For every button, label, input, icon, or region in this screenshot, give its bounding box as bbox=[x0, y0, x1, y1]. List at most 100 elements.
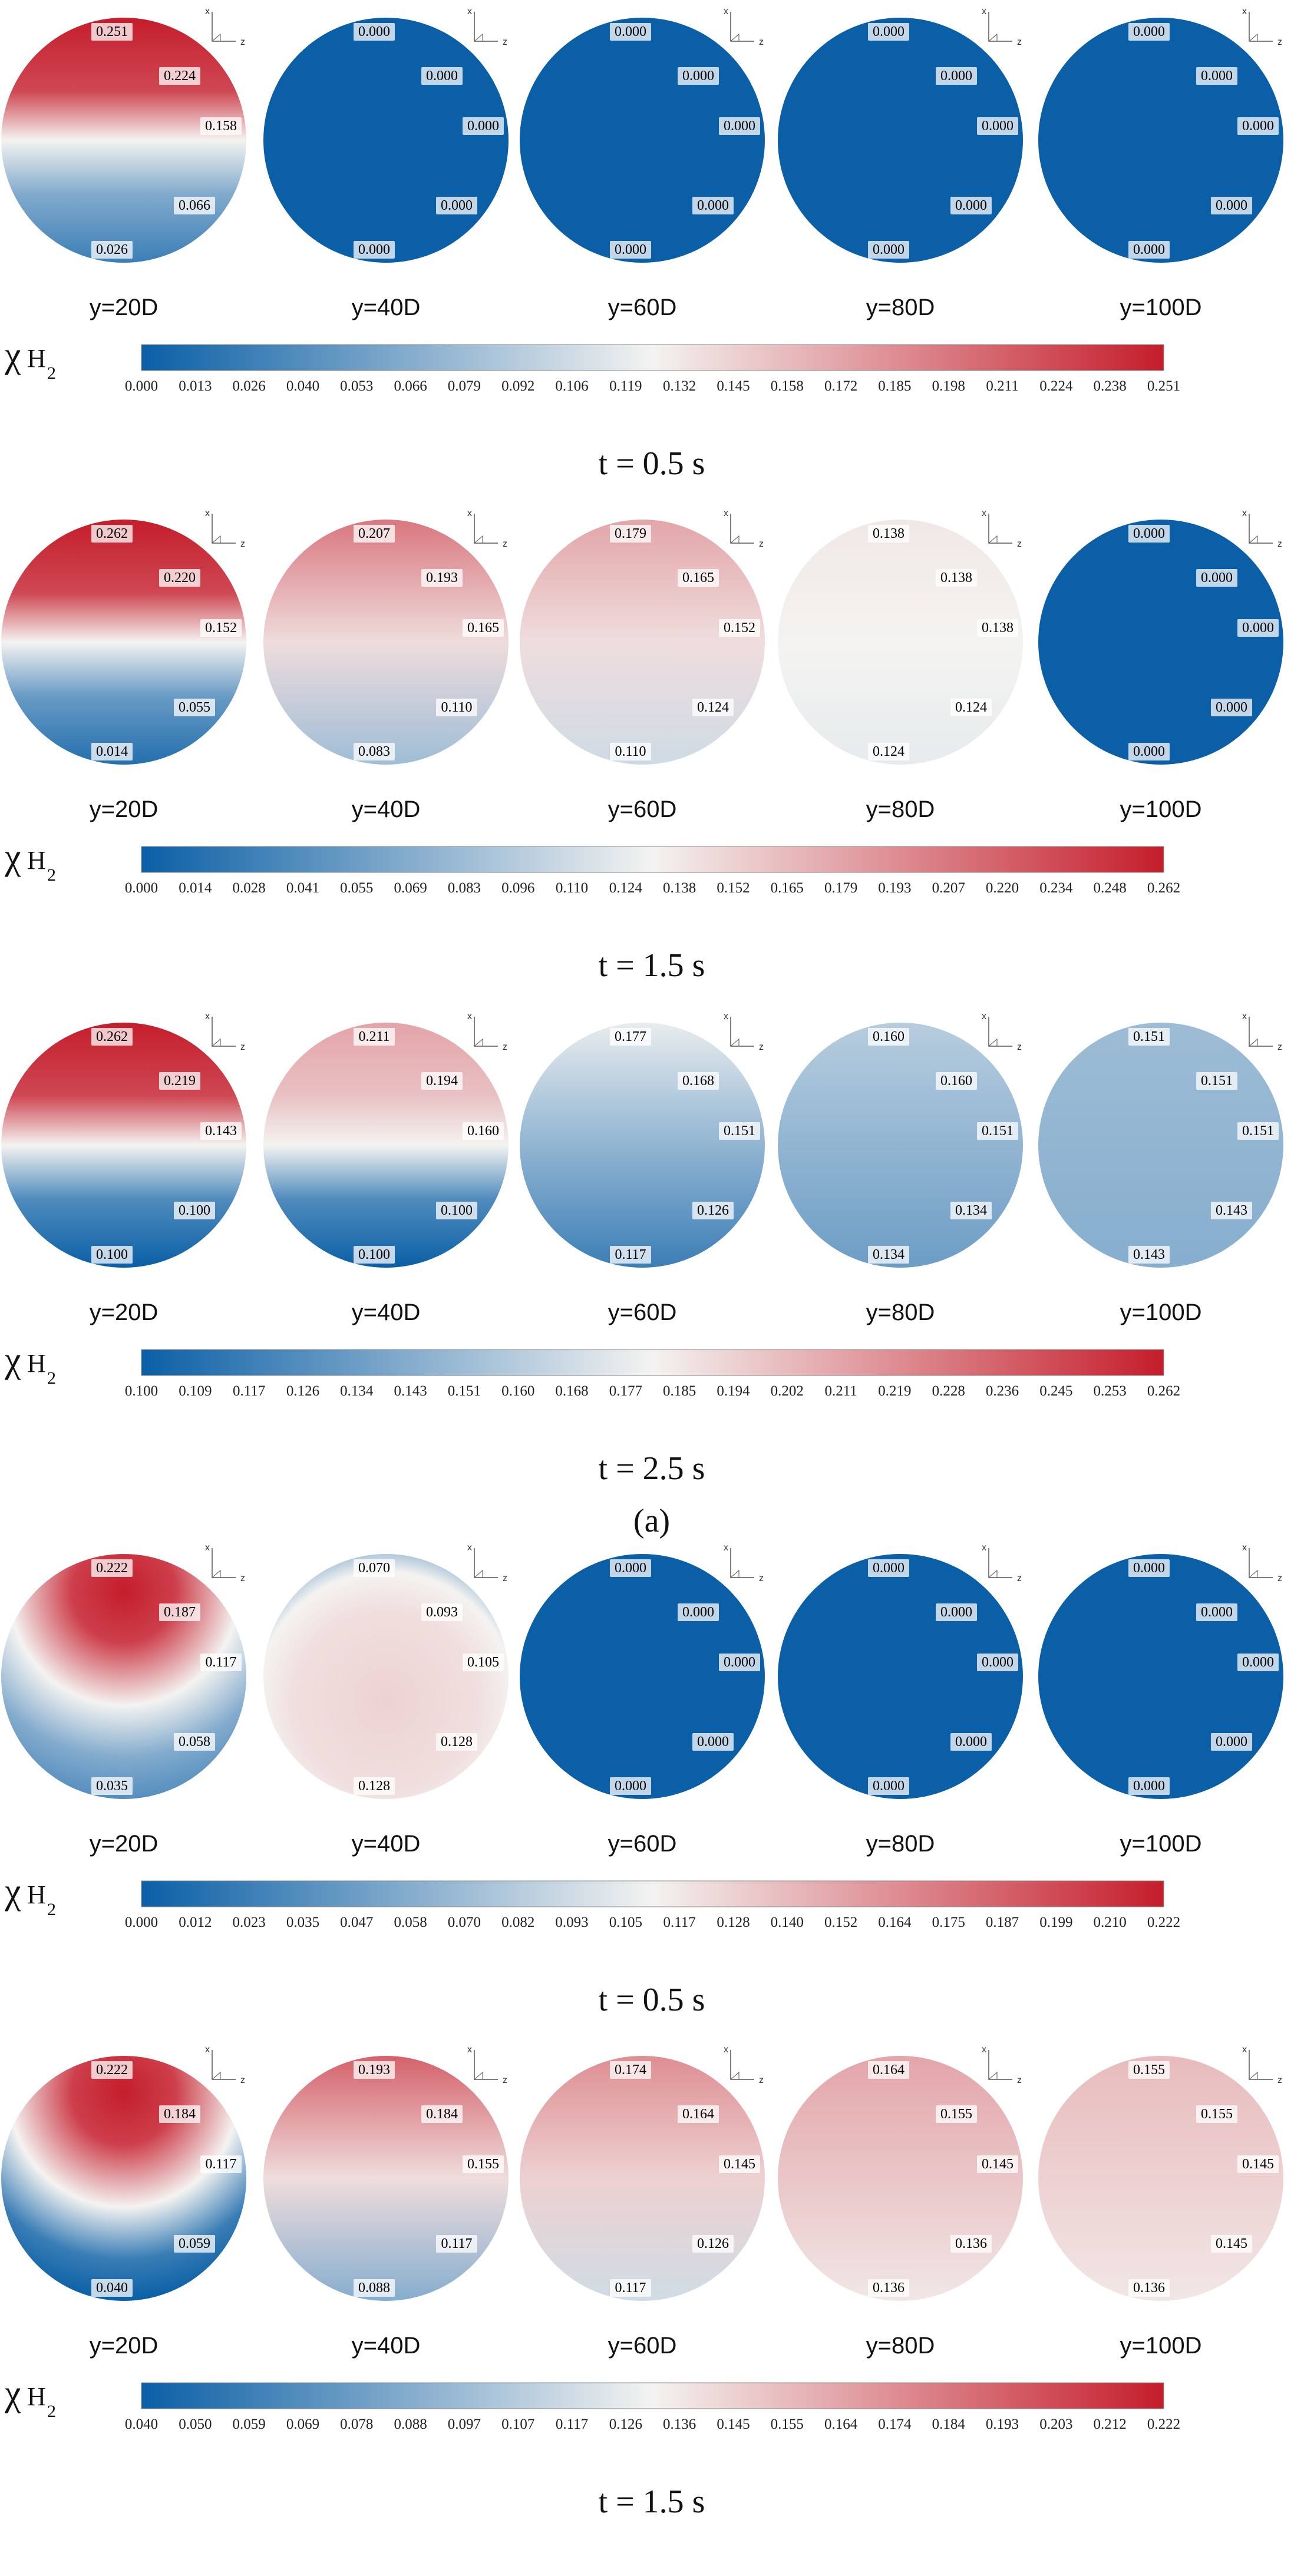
position-label: y=40D bbox=[352, 295, 421, 320]
colorbar-tick-label: 0.185 bbox=[663, 1383, 696, 1399]
svg-text:x: x bbox=[982, 2045, 986, 2055]
svg-text:x: x bbox=[982, 1011, 986, 1021]
contour-value-label: 0.000 bbox=[1242, 620, 1274, 636]
contour-value-label: 0.222 bbox=[96, 1560, 128, 1576]
contour-value-label: 0.000 bbox=[1133, 242, 1165, 257]
contour-value-label: 0.100 bbox=[358, 1247, 390, 1262]
contour-value-label: 0.000 bbox=[982, 118, 1014, 134]
disc-shape bbox=[520, 1554, 765, 1799]
colorbar-tick-label: 0.066 bbox=[394, 378, 427, 394]
contour-value-label: 0.070 bbox=[358, 1560, 390, 1576]
panels-group: 0.2510.2240.1580.0660.026xzy=20D0.0000.0… bbox=[1, 6, 1283, 2520]
colorbar-tick-label: 0.175 bbox=[932, 1914, 965, 1930]
subfigure-caption: (a) bbox=[633, 1503, 670, 1539]
colorbar-tick-label: 0.000 bbox=[125, 880, 158, 896]
axis-triad-icon: xz bbox=[205, 1543, 245, 1583]
svg-text:x: x bbox=[982, 6, 986, 16]
contour-value-label: 0.145 bbox=[1242, 2157, 1274, 2172]
axis-triad-icon: xz bbox=[1242, 2045, 1282, 2085]
colorbar-symbol: χ H2 bbox=[4, 1871, 56, 1919]
colorbar-tick-label: 0.092 bbox=[501, 378, 534, 394]
colorbar-tick-label: 0.050 bbox=[179, 2416, 212, 2432]
contour-value-label: 0.000 bbox=[615, 1560, 646, 1576]
svg-text:z: z bbox=[240, 539, 245, 549]
disc-shape bbox=[263, 1023, 509, 1268]
colorbar-tick-label: 0.110 bbox=[556, 880, 588, 896]
svg-text:x: x bbox=[724, 508, 728, 518]
contour-value-label: 0.143 bbox=[1216, 1203, 1247, 1218]
svg-text:z: z bbox=[1277, 539, 1282, 549]
panel-3: 0.2620.2190.1430.1000.100xzy=20D0.2110.1… bbox=[1, 1011, 1283, 1487]
colorbar-tick-label: 0.193 bbox=[986, 2416, 1019, 2432]
contour-value-label: 0.194 bbox=[426, 1073, 458, 1089]
contour-value-label: 0.000 bbox=[873, 24, 904, 39]
svg-text:χ: χ bbox=[4, 1340, 21, 1380]
svg-text:z: z bbox=[240, 1573, 245, 1583]
colorbar-tick-label: 0.185 bbox=[878, 378, 911, 394]
svg-text:z: z bbox=[759, 1042, 764, 1052]
contour-value-label: 0.174 bbox=[615, 2062, 646, 2078]
contour-value-label: 0.000 bbox=[467, 118, 499, 134]
colorbar: χ H2 0.000 0.012 0.023 0.035 0.047 0.058 0.070 0.… bbox=[4, 1871, 1180, 1930]
colorbar-symbol: χ H2 bbox=[4, 2373, 56, 2421]
colorbar: χ H2 0.100 0.109 0.117 0.126 0.134 0.143 0.151 0.… bbox=[4, 1340, 1180, 1399]
svg-text:2: 2 bbox=[47, 363, 56, 383]
contour-value-label: 0.168 bbox=[682, 1073, 714, 1089]
contour-value-label: 0.000 bbox=[873, 242, 904, 257]
disc-shape bbox=[1038, 520, 1283, 765]
contour-value-label: 0.110 bbox=[615, 744, 646, 759]
position-label: y=80D bbox=[866, 295, 935, 320]
svg-text:x: x bbox=[982, 1543, 986, 1553]
contour-value-label: 0.211 bbox=[358, 1029, 389, 1044]
colorbar-tick-label: 0.222 bbox=[1147, 1914, 1180, 1930]
contour-value-label: 0.151 bbox=[1133, 1029, 1165, 1044]
disc-shape bbox=[1, 1554, 246, 1799]
time-caption: t = 0.5 s bbox=[599, 445, 705, 482]
panel-2: 0.2620.2200.1520.0550.014xzy=20D0.2070.1… bbox=[1, 508, 1283, 984]
axis-triad-icon: xz bbox=[982, 508, 1022, 549]
svg-text:x: x bbox=[982, 508, 986, 518]
contour-value-label: 0.000 bbox=[1201, 570, 1233, 586]
contour-value-label: 0.066 bbox=[179, 198, 210, 213]
contour-value-label: 0.136 bbox=[955, 2236, 987, 2251]
colorbar-tick-label: 0.212 bbox=[1094, 2416, 1127, 2432]
svg-text:x: x bbox=[724, 2045, 728, 2055]
contour-value-label: 0.059 bbox=[179, 2236, 210, 2251]
contour-value-label: 0.155 bbox=[1201, 2107, 1233, 2122]
contour-value-label: 0.000 bbox=[697, 1734, 729, 1750]
contour-value-label: 0.000 bbox=[1242, 118, 1274, 134]
disc-shape bbox=[778, 1023, 1023, 1268]
colorbar-tick-label: 0.168 bbox=[555, 1383, 588, 1399]
axis-triad-icon: xz bbox=[982, 1543, 1022, 1583]
contour-value-label: 0.000 bbox=[358, 242, 390, 257]
disc-shape bbox=[1, 2056, 246, 2301]
contour-value-label: 0.000 bbox=[724, 118, 755, 134]
svg-text:x: x bbox=[1242, 6, 1247, 16]
colorbar: χ H2 0.000 0.014 0.028 0.041 0.055 0.069 0.083 0.… bbox=[4, 837, 1180, 896]
svg-text:z: z bbox=[1017, 2075, 1022, 2085]
contour-value-label: 0.138 bbox=[873, 526, 904, 541]
position-label: y=60D bbox=[608, 2333, 677, 2359]
axis-triad-icon: xz bbox=[1242, 6, 1282, 47]
contour-value-label: 0.000 bbox=[426, 68, 458, 84]
contour-value-label: 0.124 bbox=[697, 700, 729, 715]
svg-text:x: x bbox=[467, 508, 472, 518]
colorbar-tick-label: 0.193 bbox=[878, 880, 911, 896]
colorbar-tick-label: 0.028 bbox=[233, 880, 266, 896]
colorbar-tick-label: 0.219 bbox=[878, 1383, 911, 1399]
colorbar-tick-label: 0.262 bbox=[1147, 880, 1180, 896]
svg-text:x: x bbox=[467, 6, 472, 16]
contour-value-label: 0.000 bbox=[1133, 1778, 1165, 1794]
colorbar-tick-label: 0.126 bbox=[286, 1383, 319, 1399]
colorbar-tick-label: 0.164 bbox=[878, 1914, 912, 1930]
contour-value-label: 0.184 bbox=[164, 2107, 196, 2122]
contour-value-label: 0.110 bbox=[441, 700, 472, 715]
disc-shape bbox=[778, 2056, 1023, 2301]
